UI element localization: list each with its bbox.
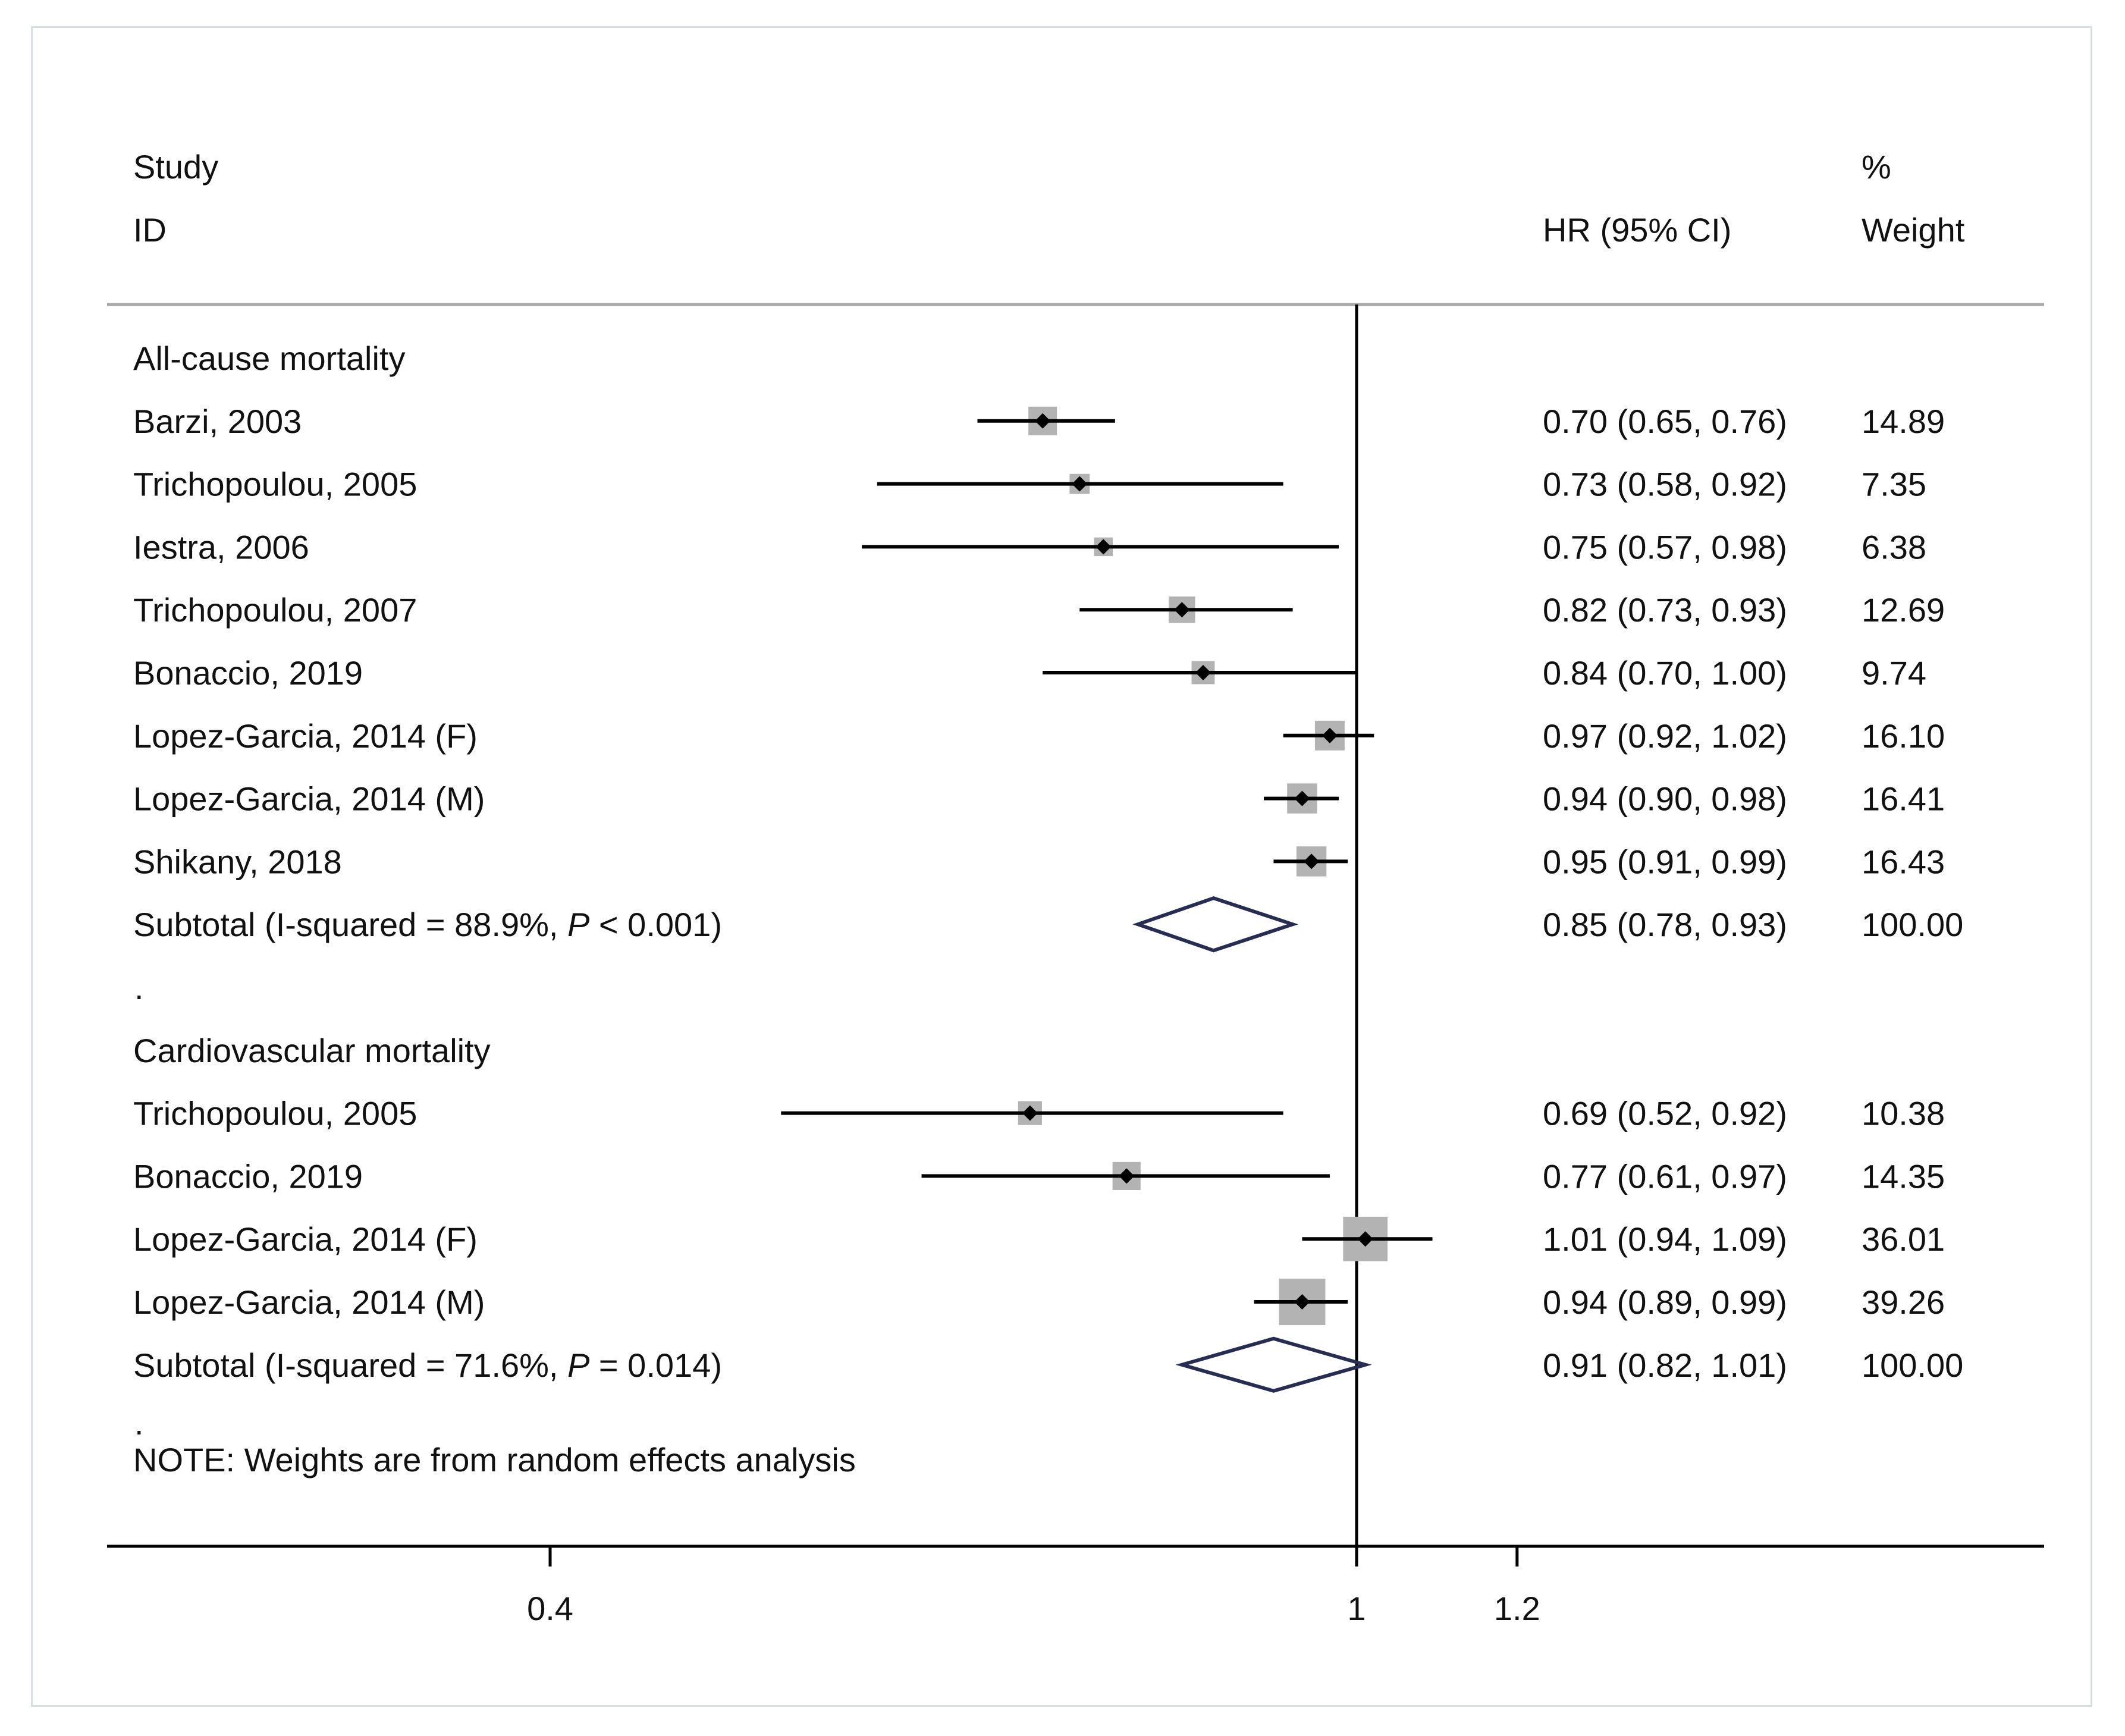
study-ci-text: 0.73 (0.58, 0.92): [1543, 466, 1787, 503]
point-estimate: [1022, 1105, 1038, 1121]
point-estimate: [1174, 602, 1190, 618]
note-dot: .: [134, 1404, 144, 1442]
header-percent: %: [1862, 148, 1891, 186]
study-weight-text: 36.01: [1862, 1220, 1945, 1258]
study-weight-text: 7.35: [1862, 466, 1926, 503]
forest-row-study: Shikany, 2018 0.95 (0.91, 0.99) 16.43: [133, 843, 1945, 880]
x-ticks: 0.4 1 1.2: [527, 1546, 1540, 1627]
point-estimate: [1096, 539, 1112, 555]
forest-row-study: Trichopoulou, 2005 0.69 (0.52, 0.92) 10.38: [133, 1095, 1945, 1132]
point-estimate: [1294, 790, 1310, 806]
point-estimate: [1119, 1168, 1135, 1184]
study-label: Trichopoulou, 2005: [133, 466, 417, 503]
point-estimate: [1304, 853, 1320, 869]
subtotal-ci-text: 0.85 (0.78, 0.93): [1543, 906, 1787, 943]
x-tick-label: 1: [1347, 1590, 1366, 1627]
study-ci-text: 0.75 (0.57, 0.98): [1543, 528, 1787, 566]
forest-row-group: All-cause mortality: [133, 340, 405, 377]
point-estimate: [1195, 665, 1211, 680]
point-estimate: [1294, 1294, 1310, 1310]
study-weight-text: 6.38: [1862, 528, 1926, 566]
x-tick-label: 0.4: [527, 1590, 573, 1627]
study-label: Lopez-Garcia, 2014 (F): [133, 1220, 478, 1258]
subtotal-label-pre: Subtotal (I-squared = 71.6%,: [133, 1346, 567, 1384]
spacer-dot: .: [134, 969, 144, 1006]
study-label: Lopez-Garcia, 2014 (M): [133, 1283, 485, 1321]
study-label: Lopez-Garcia, 2014 (M): [133, 780, 485, 818]
study-ci-text: 0.95 (0.91, 0.99): [1543, 843, 1787, 880]
forest-row-study: Lopez-Garcia, 2014 (M) 0.94 (0.89, 0.99) 3…: [133, 1279, 1945, 1325]
study-ci-text: 0.69 (0.52, 0.92): [1543, 1095, 1787, 1132]
study-label: Bonaccio, 2019: [133, 654, 363, 692]
forest-row-study: Lopez-Garcia, 2014 (M) 0.94 (0.90, 0.98) 1…: [133, 780, 1945, 818]
study-weight-text: 14.89: [1862, 403, 1945, 440]
forest-row-group: Cardiovascular mortality: [133, 1032, 491, 1069]
forest-rows: All-cause mortality Barzi, 2003 0.70 (0.65…: [133, 340, 1963, 1393]
study-weight-text: 16.43: [1862, 843, 1945, 880]
study-label: Iestra, 2006: [133, 528, 309, 566]
forest-row-study: Trichopoulou, 2007 0.82 (0.73, 0.93) 12.69: [133, 591, 1945, 629]
study-weight-text: 16.10: [1862, 717, 1945, 755]
study-weight-text: 14.35: [1862, 1157, 1945, 1195]
header-id: ID: [133, 211, 167, 249]
point-estimate: [1322, 727, 1338, 743]
forest-row-study: Lopez-Garcia, 2014 (F) 0.97 (0.92, 1.02) 1…: [133, 717, 1945, 755]
study-ci-text: 1.01 (0.94, 1.09): [1543, 1220, 1787, 1258]
study-ci-text: 0.77 (0.61, 0.97): [1543, 1157, 1787, 1195]
forest-row-study: Iestra, 2006 0.75 (0.57, 0.98) 6.38: [133, 528, 1926, 566]
subtotal-label-post: < 0.001): [589, 906, 722, 943]
study-weight-text: 12.69: [1862, 591, 1945, 629]
study-ci-text: 0.94 (0.90, 0.98): [1543, 780, 1787, 818]
point-estimate: [1357, 1231, 1373, 1247]
subtotal-label-pre: Subtotal (I-squared = 88.9%,: [133, 906, 567, 943]
study-label: Trichopoulou, 2005: [133, 1095, 417, 1132]
group-label: Cardiovascular mortality: [133, 1032, 491, 1069]
subtotal-label: Subtotal (I-squared = 88.9%, P < 0.001): [133, 906, 722, 943]
figure-frame: [31, 26, 2092, 1707]
group-label: All-cause mortality: [133, 340, 405, 377]
forest-row-study: Trichopoulou, 2005 0.73 (0.58, 0.92) 7.35: [133, 466, 1926, 503]
forest-row-study: Barzi, 2003 0.70 (0.65, 0.76) 14.89: [133, 403, 1945, 440]
point-estimate: [1035, 413, 1051, 429]
study-ci-text: 0.84 (0.70, 1.00): [1543, 654, 1787, 692]
forest-row-study: Lopez-Garcia, 2014 (F) 1.01 (0.94, 1.09) 3…: [133, 1216, 1945, 1261]
study-label: Barzi, 2003: [133, 403, 302, 440]
subtotal-label-p: P: [567, 1346, 589, 1384]
subtotal-ci-text: 0.91 (0.82, 1.01): [1543, 1346, 1787, 1384]
study-weight-text: 9.74: [1862, 654, 1926, 692]
study-ci-text: 0.82 (0.73, 0.93): [1543, 591, 1787, 629]
forest-row-spacer: .: [134, 969, 144, 1006]
pooled-diamond: [1175, 1336, 1372, 1393]
header-effect: HR (95% CI): [1543, 211, 1731, 249]
subtotal-label-post: = 0.014): [589, 1346, 722, 1384]
forest-row-subtotal: Subtotal (I-squared = 88.9%, P < 0.001) 0…: [133, 896, 1963, 953]
study-label: Trichopoulou, 2007: [133, 591, 417, 629]
study-weight-text: 39.26: [1862, 1283, 1945, 1321]
header-study: Study: [133, 148, 218, 186]
subtotal-weight-text: 100.00: [1862, 1346, 1963, 1384]
forest-row-subtotal: Subtotal (I-squared = 71.6%, P = 0.014) 0…: [133, 1336, 1963, 1393]
study-ci-text: 0.70 (0.65, 0.76): [1543, 403, 1787, 440]
study-ci-text: 0.97 (0.92, 1.02): [1543, 717, 1787, 755]
study-label: Shikany, 2018: [133, 843, 342, 880]
subtotal-label-p: P: [567, 906, 589, 943]
forest-row-study: Bonaccio, 2019 0.84 (0.70, 1.00) 9.74: [133, 654, 1926, 692]
study-weight-text: 10.38: [1862, 1095, 1945, 1132]
note-text: NOTE: Weights are from random effects an…: [133, 1441, 856, 1478]
header-weight: Weight: [1862, 211, 1965, 249]
forest-row-study: Bonaccio, 2019 0.77 (0.61, 0.97) 14.35: [133, 1157, 1945, 1195]
point-estimate: [1072, 476, 1088, 492]
subtotal-label: Subtotal (I-squared = 71.6%, P = 0.014): [133, 1346, 722, 1384]
subtotal-weight-text: 100.00: [1862, 906, 1963, 943]
study-label: Lopez-Garcia, 2014 (F): [133, 717, 478, 755]
study-ci-text: 0.94 (0.89, 0.99): [1543, 1283, 1787, 1321]
study-weight-text: 16.41: [1862, 780, 1945, 818]
pooled-diamond: [1132, 896, 1299, 953]
x-tick-label: 1.2: [1494, 1590, 1540, 1627]
study-label: Bonaccio, 2019: [133, 1157, 363, 1195]
